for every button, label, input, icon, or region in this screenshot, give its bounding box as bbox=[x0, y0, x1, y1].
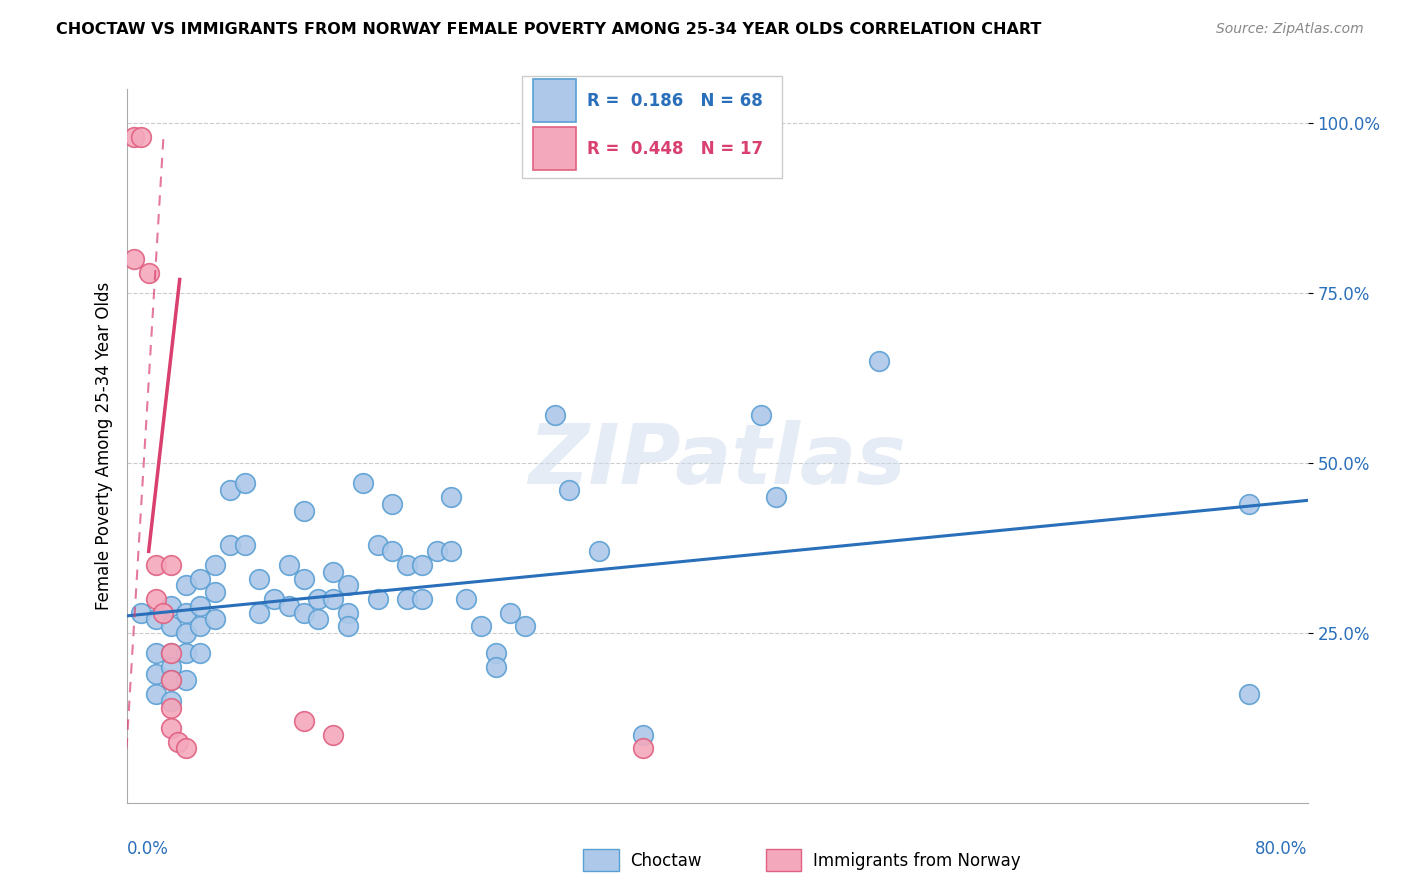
Point bbox=[174, 626, 197, 640]
Point bbox=[233, 476, 256, 491]
Point bbox=[145, 687, 167, 701]
Point bbox=[292, 606, 315, 620]
Point bbox=[159, 694, 183, 708]
Point bbox=[159, 558, 183, 572]
Point bbox=[322, 728, 344, 742]
Point bbox=[159, 660, 183, 674]
Point bbox=[247, 572, 270, 586]
Point bbox=[484, 646, 508, 660]
Point bbox=[204, 585, 226, 599]
Point bbox=[337, 578, 360, 592]
Y-axis label: Female Poverty Among 25-34 Year Olds: Female Poverty Among 25-34 Year Olds bbox=[94, 282, 112, 610]
Point bbox=[188, 619, 211, 633]
Point bbox=[292, 572, 315, 586]
Point bbox=[292, 714, 315, 729]
Point bbox=[751, 409, 773, 423]
Point bbox=[440, 544, 463, 558]
Point bbox=[122, 129, 145, 144]
Point bbox=[381, 544, 404, 558]
Point bbox=[129, 129, 153, 144]
Point bbox=[470, 619, 492, 633]
Point bbox=[543, 409, 565, 423]
Point bbox=[454, 591, 477, 606]
Point bbox=[145, 612, 167, 626]
Point bbox=[425, 544, 447, 558]
Point bbox=[159, 646, 183, 660]
Point bbox=[159, 700, 183, 714]
Point bbox=[219, 537, 242, 551]
Text: Immigrants from Norway: Immigrants from Norway bbox=[813, 852, 1021, 870]
Point bbox=[247, 606, 270, 620]
Point bbox=[204, 558, 226, 572]
Text: 80.0%: 80.0% bbox=[1256, 840, 1308, 858]
Point bbox=[1237, 687, 1260, 701]
Point bbox=[129, 606, 153, 620]
Point bbox=[167, 734, 190, 748]
Point bbox=[352, 476, 374, 491]
Point bbox=[411, 558, 433, 572]
Point bbox=[159, 646, 183, 660]
Point bbox=[1237, 497, 1260, 511]
Text: R =  0.186   N = 68: R = 0.186 N = 68 bbox=[586, 92, 762, 110]
Point bbox=[765, 490, 787, 504]
Point bbox=[631, 728, 654, 742]
Point bbox=[174, 578, 197, 592]
Text: CHOCTAW VS IMMIGRANTS FROM NORWAY FEMALE POVERTY AMONG 25-34 YEAR OLDS CORRELATI: CHOCTAW VS IMMIGRANTS FROM NORWAY FEMALE… bbox=[56, 22, 1042, 37]
Point bbox=[159, 673, 183, 688]
Point bbox=[188, 599, 211, 613]
Point bbox=[188, 646, 211, 660]
Point bbox=[366, 591, 388, 606]
Point bbox=[515, 619, 537, 633]
Point bbox=[188, 572, 211, 586]
Point bbox=[159, 721, 183, 735]
Point bbox=[174, 673, 197, 688]
Point bbox=[381, 497, 404, 511]
Point bbox=[558, 483, 581, 498]
Point bbox=[322, 565, 344, 579]
Point bbox=[396, 558, 419, 572]
Point bbox=[145, 591, 167, 606]
Point bbox=[411, 591, 433, 606]
Point bbox=[204, 612, 226, 626]
Point bbox=[159, 673, 183, 688]
Point bbox=[174, 606, 197, 620]
Point bbox=[396, 591, 419, 606]
Text: 0.0%: 0.0% bbox=[127, 840, 169, 858]
Point bbox=[159, 619, 183, 633]
Point bbox=[174, 646, 197, 660]
Point bbox=[292, 503, 315, 517]
Text: R =  0.448   N = 17: R = 0.448 N = 17 bbox=[586, 140, 763, 158]
Point bbox=[219, 483, 242, 498]
Point bbox=[145, 666, 167, 681]
Point bbox=[337, 619, 360, 633]
Point bbox=[322, 591, 344, 606]
Point bbox=[588, 544, 610, 558]
Point bbox=[337, 606, 360, 620]
Point bbox=[138, 266, 160, 280]
Text: Choctaw: Choctaw bbox=[630, 852, 702, 870]
Text: Source: ZipAtlas.com: Source: ZipAtlas.com bbox=[1216, 22, 1364, 37]
Point bbox=[307, 612, 329, 626]
Point bbox=[307, 591, 329, 606]
Point bbox=[631, 741, 654, 756]
Point bbox=[278, 599, 301, 613]
Point bbox=[174, 741, 197, 756]
Point bbox=[233, 537, 256, 551]
Point bbox=[499, 606, 522, 620]
Point bbox=[263, 591, 285, 606]
Point bbox=[278, 558, 301, 572]
Point bbox=[152, 606, 174, 620]
Point bbox=[440, 490, 463, 504]
Text: ZIPatlas: ZIPatlas bbox=[529, 420, 905, 500]
Point bbox=[145, 646, 167, 660]
Point bbox=[366, 537, 388, 551]
Point bbox=[869, 354, 891, 368]
Point bbox=[122, 252, 145, 266]
Point bbox=[159, 599, 183, 613]
Point bbox=[145, 558, 167, 572]
Point bbox=[484, 660, 508, 674]
